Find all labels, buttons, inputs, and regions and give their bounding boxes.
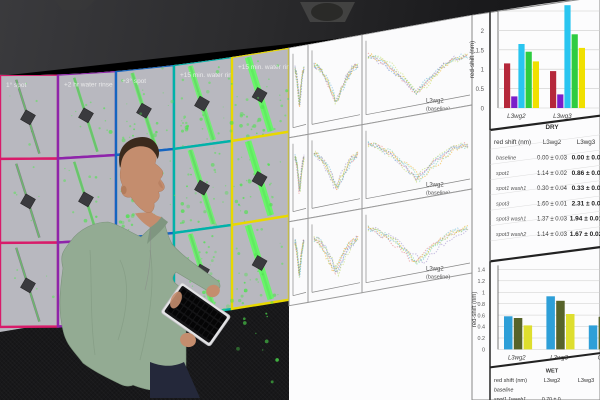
svg-text:DRY: DRY: [545, 124, 559, 131]
svg-text:0.4: 0.4: [478, 325, 486, 331]
svg-text:0.33 ± 0.0: 0.33 ± 0.0: [572, 185, 600, 192]
svg-text:spot1: spot1: [496, 171, 509, 177]
svg-text:red-shift (nm): red-shift (nm): [469, 41, 476, 78]
svg-text:2.5: 2.5: [476, 10, 485, 16]
svg-text:spot3 wash1: spot3 wash1: [496, 217, 526, 223]
svg-text:+3° spot: +3° spot: [122, 77, 146, 85]
svg-text:1.4: 1.4: [478, 268, 486, 274]
svg-text:red-shift (nm): red-shift (nm): [472, 292, 478, 328]
svg-text:WET: WET: [546, 368, 559, 374]
svg-text:(baseline): (baseline): [426, 275, 450, 281]
svg-text:L3wg2: L3wg2: [426, 267, 444, 273]
svg-text:1.5: 1.5: [476, 48, 485, 54]
svg-text:L3wg2: L3wg2: [508, 355, 526, 361]
svg-text:0: 0: [482, 348, 485, 354]
svg-text:1° spot: 1° spot: [6, 81, 27, 89]
svg-text:1: 1: [482, 291, 485, 297]
svg-text:L3wg3: L3wg3: [577, 139, 596, 146]
svg-text:1.67 ± 0.02: 1.67 ± 0.02: [570, 231, 600, 238]
svg-text:1.94 ± 0.01: 1.94 ± 0.01: [570, 216, 600, 223]
svg-text:red shift (nm): red shift (nm): [494, 378, 527, 384]
svg-text:1.2: 1.2: [478, 279, 486, 285]
svg-text:spot3: spot3: [496, 201, 509, 207]
svg-text:0.86 ± 0.0: 0.86 ± 0.0: [572, 170, 600, 177]
svg-text:0.00 ± 0.0: 0.00 ± 0.0: [572, 154, 600, 161]
svg-text:red shift (nm): red shift (nm): [494, 139, 531, 146]
svg-text:0.6: 0.6: [478, 313, 486, 319]
svg-text:0.5: 0.5: [476, 87, 485, 93]
svg-text:+15 min. water rinse: +15 min. water rinse: [238, 64, 297, 71]
svg-text:L3wg3: L3wg3: [578, 378, 594, 384]
svg-text:L3wg2: L3wg2: [544, 378, 560, 384]
svg-text:0.2: 0.2: [478, 336, 486, 342]
svg-text:+15 min. water rinse: +15 min. water rinse: [180, 72, 239, 79]
svg-text:2.31 ± 0.0: 2.31 ± 0.0: [572, 200, 600, 207]
svg-text:baseline: baseline: [494, 387, 513, 393]
svg-text:baseline: baseline: [496, 155, 516, 161]
svg-text:0.8: 0.8: [478, 302, 486, 308]
svg-text:L3wg2: L3wg2: [507, 113, 526, 120]
svg-text:L3wg2: L3wg2: [426, 99, 444, 105]
svg-text:L3wg2: L3wg2: [426, 183, 444, 189]
svg-text:+2 hr water rinse: +2 hr water rinse: [64, 82, 113, 89]
